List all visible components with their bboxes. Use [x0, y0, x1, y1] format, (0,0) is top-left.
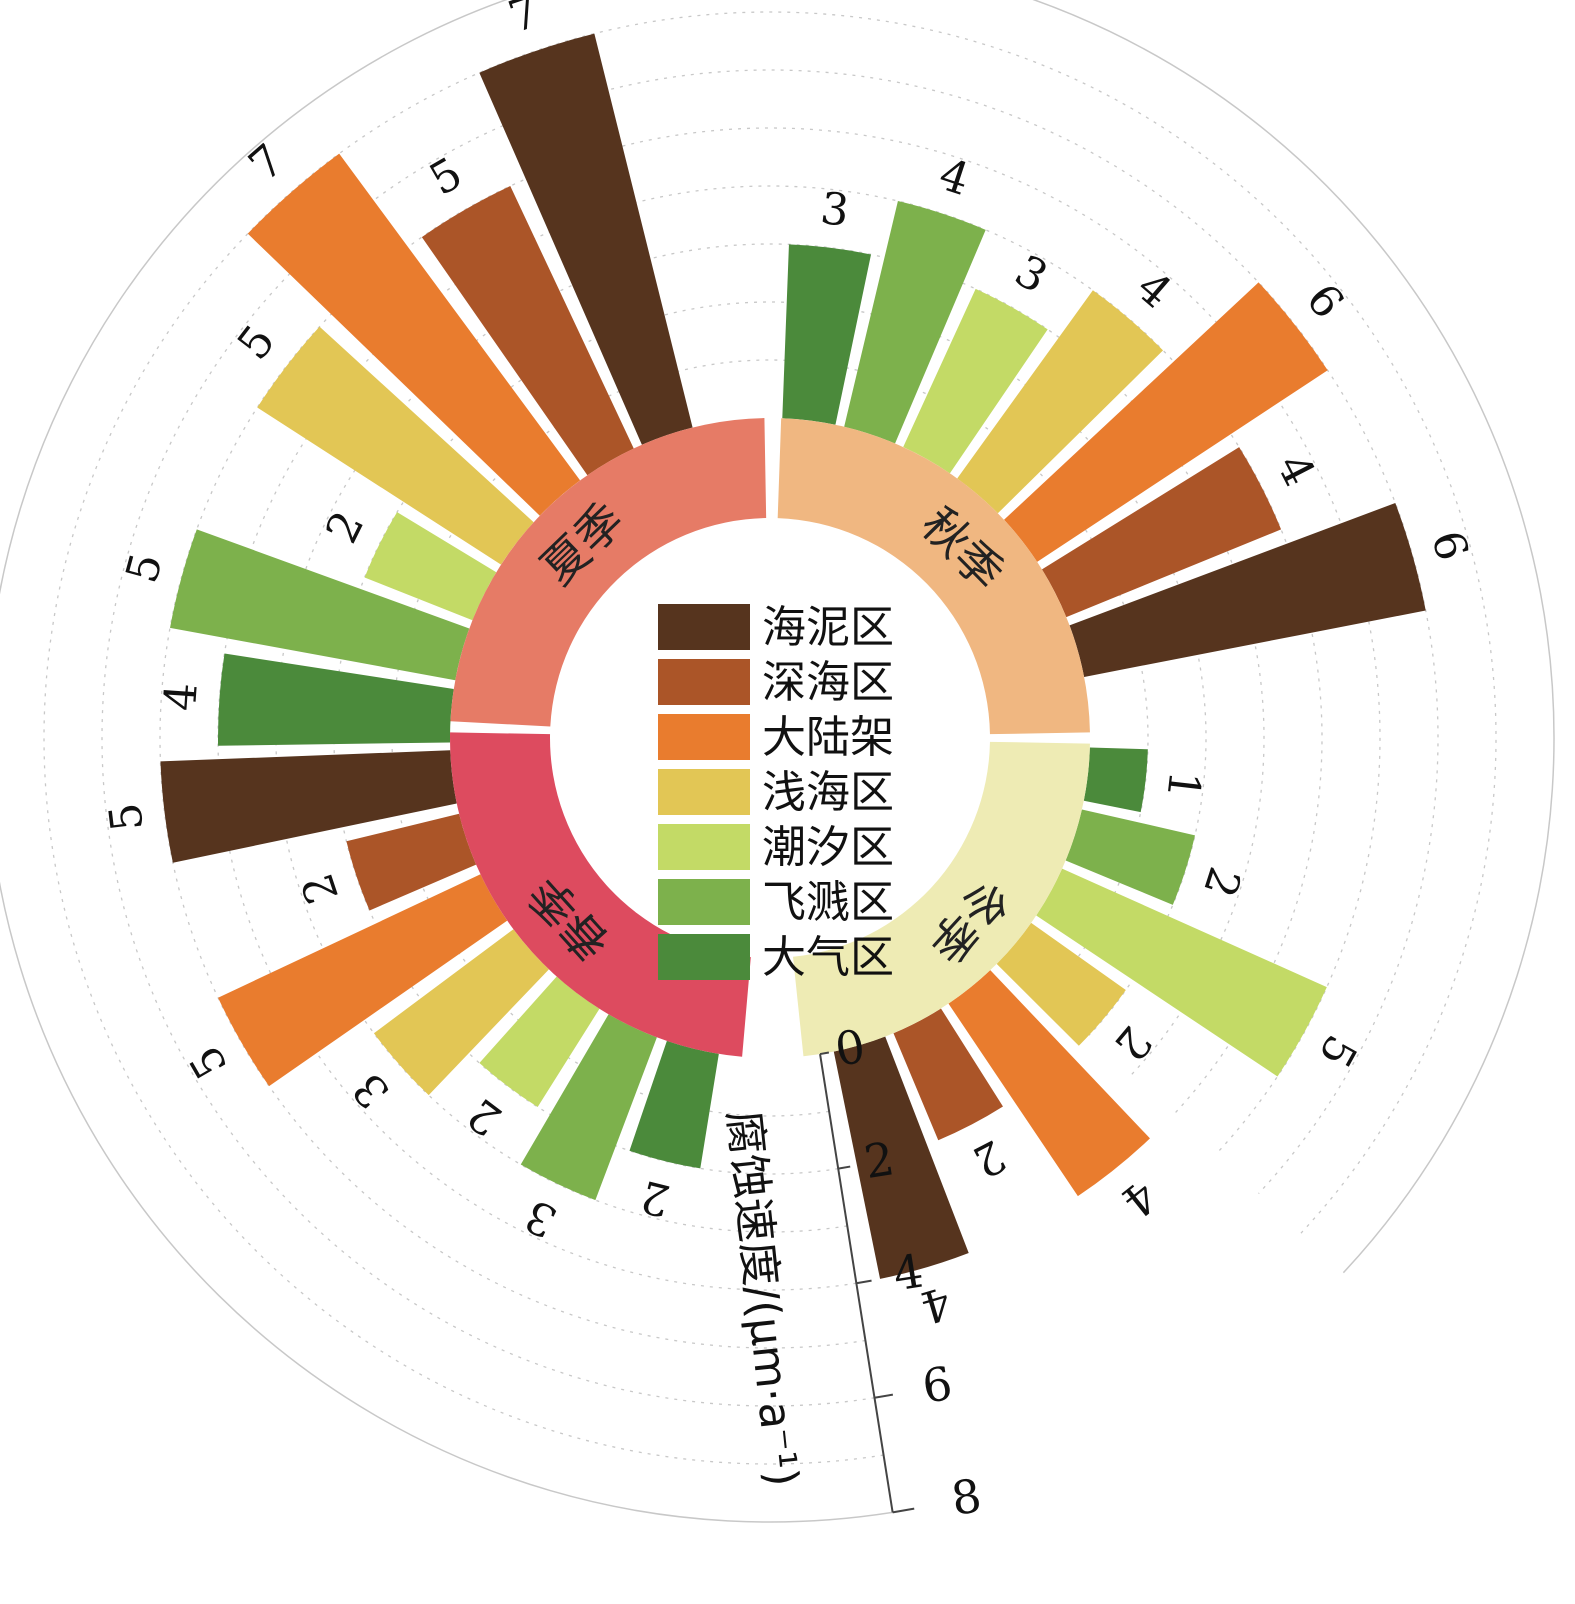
axis-tick	[856, 1279, 872, 1285]
legend-swatch	[658, 604, 750, 650]
bar	[364, 512, 497, 621]
axis-tick-label: 8	[948, 1468, 985, 1526]
bar	[346, 813, 477, 911]
axis-title: 腐蚀速度/(μm·a⁻¹)	[717, 1108, 807, 1489]
legend-swatch	[658, 769, 750, 815]
bar-value-label: 6	[1296, 275, 1353, 329]
axis-tick	[892, 1507, 915, 1514]
bar	[257, 326, 534, 565]
bar-value-label: 3	[343, 1063, 400, 1118]
bar-value-label: 3	[818, 183, 852, 237]
bars-layer	[160, 33, 1426, 1279]
bar	[996, 922, 1126, 1046]
axis-tick	[819, 1051, 830, 1056]
bar	[893, 1008, 1003, 1141]
bar-value-label: 4	[933, 149, 976, 206]
bar	[421, 186, 634, 476]
axis-tick-label: 6	[919, 1356, 956, 1414]
legend-label: 深海区	[762, 657, 894, 708]
bar-value-label: 4	[1127, 262, 1181, 319]
legend-swatch	[658, 934, 750, 980]
legend-label: 海泥区	[762, 602, 894, 653]
season-sector	[792, 741, 1090, 1057]
legend-label: 潮汐区	[762, 822, 894, 873]
bar-value-label: 4	[155, 681, 208, 712]
bar-value-label: 2	[316, 503, 374, 551]
bar	[520, 1014, 657, 1201]
bar-value-label: 3	[1006, 245, 1055, 303]
legend-label: 大陆架	[762, 712, 894, 763]
season-sector	[777, 418, 1090, 735]
bar	[948, 970, 1150, 1197]
legend-label: 浅海区	[762, 767, 894, 818]
bar	[1065, 809, 1195, 905]
axis-tick	[874, 1393, 894, 1399]
bar-value-label: 5	[1308, 1027, 1366, 1076]
bar-value-label: 5	[100, 800, 154, 834]
season-sector	[450, 418, 767, 727]
bar	[833, 1036, 969, 1279]
bar	[479, 33, 693, 445]
bar	[479, 976, 600, 1107]
grid-circle	[101, 69, 1439, 1407]
bar	[1083, 747, 1148, 813]
bar-value-label: 5	[421, 148, 471, 206]
bar	[1041, 447, 1282, 618]
bar-value-label: 4	[1267, 446, 1325, 494]
bar-value-label: 2	[458, 1088, 511, 1146]
legend-label: 大气区	[762, 932, 894, 983]
bar	[1036, 868, 1327, 1077]
bar-value-label: 5	[116, 548, 173, 588]
bar-value-label: 2	[292, 867, 349, 910]
bar	[218, 874, 508, 1087]
bar	[957, 290, 1164, 514]
bar-value-label: 3	[517, 1189, 564, 1247]
bar-value-label: 5	[228, 316, 285, 369]
bar-value-label: 2	[965, 1129, 1013, 1187]
bar-value-label: 5	[180, 1037, 238, 1087]
legend-swatch	[658, 714, 750, 760]
bar-value-label: 6	[1421, 525, 1478, 566]
legend-label: 飞溅区	[762, 877, 894, 928]
grid-circle	[391, 359, 1149, 1117]
bar	[247, 153, 581, 516]
bar	[170, 529, 470, 681]
legend-swatch	[658, 659, 750, 705]
grid-circle-outer	[0, 0, 1555, 1523]
bar-value-label: 7	[239, 135, 294, 192]
bar	[782, 244, 872, 425]
bar-value-label: 2	[1193, 861, 1250, 903]
bar	[1004, 282, 1328, 562]
axis-tick	[838, 1165, 851, 1170]
legend-swatch	[658, 824, 750, 870]
legend-swatch	[658, 879, 750, 925]
bar	[1069, 502, 1426, 677]
bar	[844, 201, 986, 444]
bar-value-label: 2	[1104, 1016, 1161, 1070]
bar	[373, 929, 549, 1096]
bar	[218, 653, 454, 746]
bar	[903, 288, 1048, 474]
bar	[160, 750, 457, 863]
bar-value-label: 7	[502, 0, 545, 43]
bar-value-label: 2	[636, 1170, 676, 1226]
bar	[629, 1040, 719, 1169]
bar-value-label: 1	[1156, 768, 1210, 802]
bar-value-label: 4	[1112, 1170, 1166, 1227]
